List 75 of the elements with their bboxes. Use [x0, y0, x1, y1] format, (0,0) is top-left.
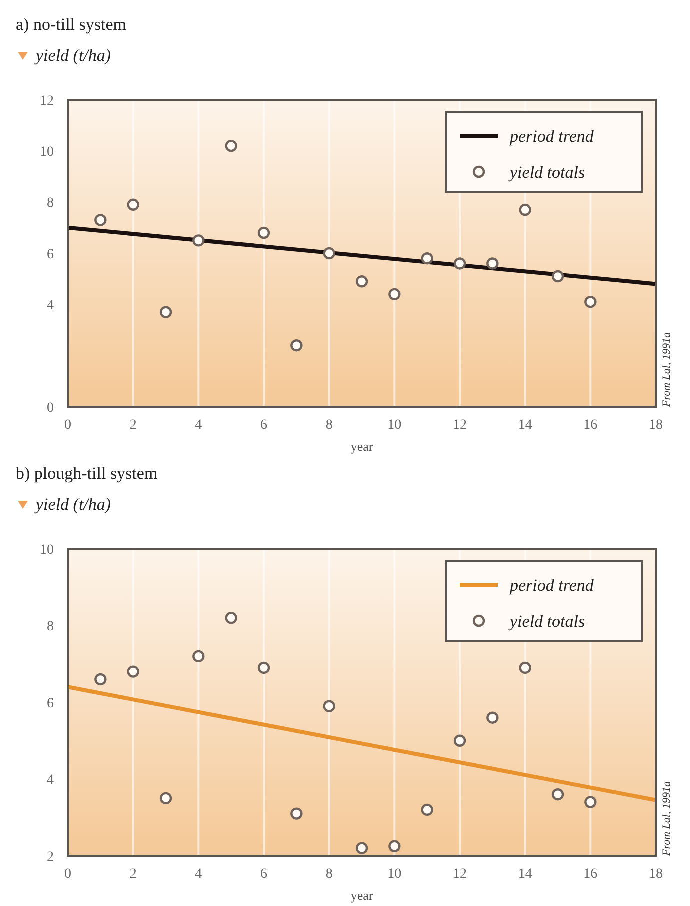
legend-label: yield totals [508, 162, 586, 182]
y-tick-label: 6 [47, 696, 54, 712]
point [356, 276, 368, 288]
point [290, 808, 303, 820]
point [486, 712, 499, 724]
legend-label: period trend [509, 126, 594, 146]
point [486, 258, 499, 270]
point [421, 804, 434, 816]
x-tick-label: 8 [326, 418, 333, 433]
point [192, 650, 205, 663]
point [290, 340, 303, 352]
y-tick-label: 4 [47, 298, 54, 314]
x-tick-label: 16 [584, 418, 598, 433]
y-tick-label: 10 [40, 542, 54, 558]
point [552, 788, 564, 801]
y-tick-label: 8 [47, 620, 54, 635]
point [552, 270, 564, 283]
point [519, 204, 532, 216]
x-tick-label: 4 [195, 867, 202, 882]
point [127, 666, 140, 678]
x-tick-label: 14 [518, 867, 532, 882]
point [127, 198, 140, 211]
y-tick-label: 8 [47, 196, 54, 212]
point [323, 700, 336, 712]
point [584, 796, 597, 808]
x-tick-label: 6 [260, 867, 268, 882]
y-axis-title: yield (t/ha) [34, 495, 112, 514]
point [258, 226, 270, 240]
x-tick-label: 14 [518, 418, 532, 433]
x-tick-label: 18 [649, 418, 663, 433]
point [356, 842, 368, 854]
legend-label: period trend [509, 576, 594, 595]
point [388, 840, 401, 853]
point [454, 734, 466, 747]
point [225, 612, 238, 624]
point [94, 214, 107, 226]
x-tick-label: 10 [388, 867, 402, 882]
y-axis-title: yield (t/ha) [34, 46, 112, 65]
x-tick-label: 12 [453, 418, 467, 433]
y-tick-label: 10 [40, 145, 54, 160]
chart-title: b) plough-till system [16, 464, 158, 483]
point [519, 662, 532, 674]
y-tick-label: 6 [47, 247, 54, 262]
point [323, 247, 336, 260]
x-tick-label: 16 [584, 867, 598, 882]
y-tick-label: 4 [47, 773, 54, 788]
text: From Lal, 1991a [661, 332, 673, 408]
x-tick-label: 10 [388, 418, 402, 433]
x-tick-label: 4 [195, 418, 202, 433]
point [94, 673, 107, 686]
x-axis-title: year [350, 439, 374, 454]
x-tick-label: 6 [260, 418, 268, 433]
point [388, 288, 401, 301]
point [421, 252, 434, 265]
legend-label: yield totals [508, 612, 586, 631]
x-tick-label: 2 [130, 867, 137, 882]
point [192, 234, 205, 247]
point [160, 306, 172, 318]
x-tick-label: 0 [64, 867, 72, 882]
x-tick-label: 2 [130, 418, 137, 433]
y-tick-label: 12 [40, 94, 54, 109]
point [584, 296, 597, 308]
point [454, 258, 466, 270]
x-axis-title: year [350, 888, 374, 903]
x-tick-label: 8 [326, 867, 333, 882]
y-tick-label: 2 [47, 850, 54, 865]
y-tick-label: 0 [47, 400, 54, 416]
point [258, 662, 270, 674]
x-tick-label: 12 [453, 867, 467, 882]
x-tick-label: 18 [649, 867, 663, 882]
point [225, 140, 238, 152]
text: From Lal, 1991a [661, 781, 673, 857]
point [160, 792, 172, 805]
x-tick-label: 0 [64, 418, 72, 433]
chart-title: a) no-till system [16, 15, 126, 34]
